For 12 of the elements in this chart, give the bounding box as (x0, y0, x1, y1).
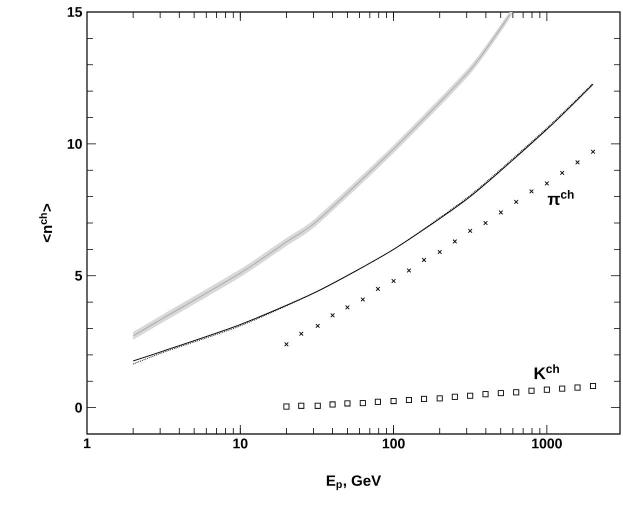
x-tick-label: 1000 (532, 438, 562, 448)
y-axis-title: <n$^{ch}$> (39, 204, 52, 242)
x-tick-label: 10 (233, 438, 248, 448)
series-label: K$^{ch}$ (534, 364, 559, 380)
x-tick-label: 100 (382, 438, 405, 448)
x-tick-label: 1 (84, 438, 90, 448)
y-tick-label: 5 (75, 270, 82, 281)
y-tick-label: 0 (75, 402, 82, 413)
legend-label: π$^{ch}$ (548, 190, 574, 205)
y-tick-label: 15 (68, 7, 82, 17)
y-tick-label: 10 (68, 138, 82, 149)
x-axis-title: E$_{p}$, GeV (326, 475, 382, 490)
